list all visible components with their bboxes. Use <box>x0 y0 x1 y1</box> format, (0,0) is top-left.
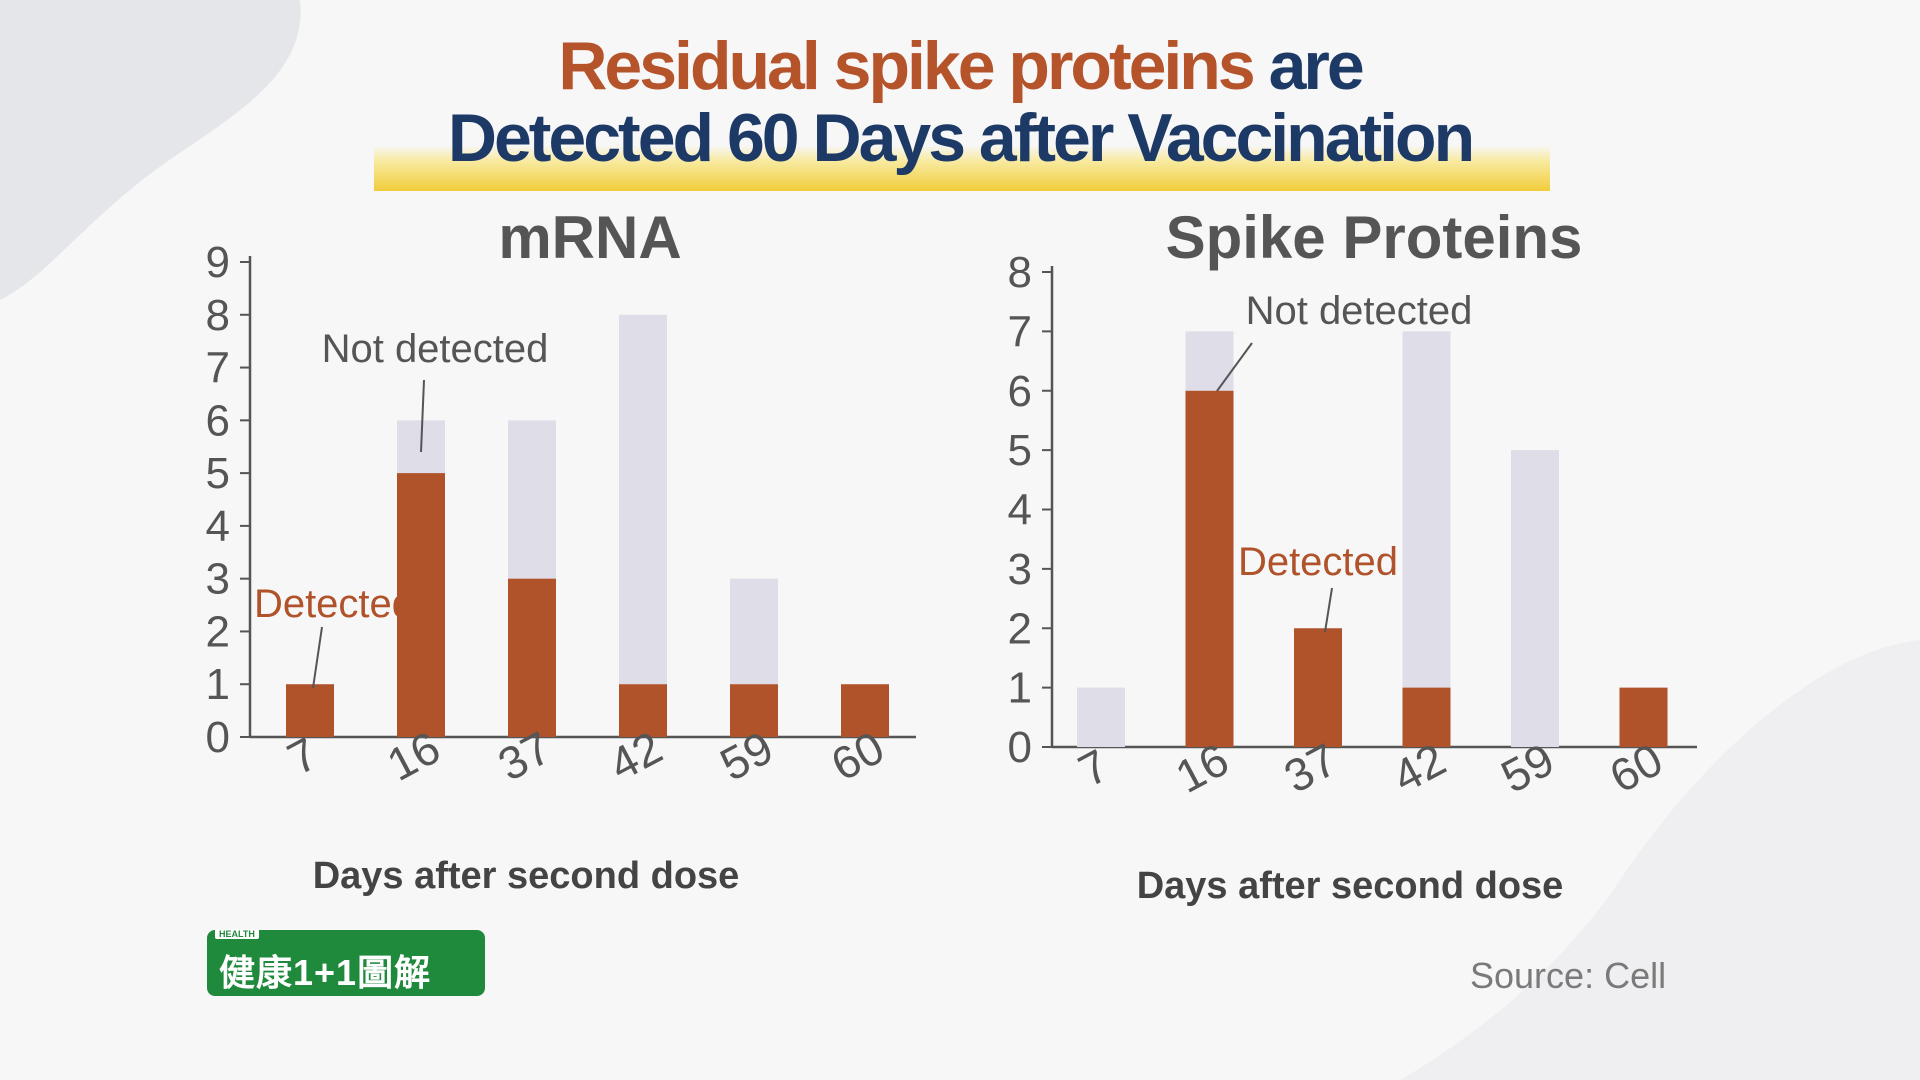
title-accent-text: Residual spike proteins <box>558 28 1255 104</box>
bar-not-detected <box>1511 450 1559 747</box>
y-tick-label: 3 <box>206 555 230 604</box>
annotation-label: Detected <box>1238 540 1398 584</box>
y-tick-label: 0 <box>206 713 230 762</box>
annotation-leader-line <box>1324 587 1333 633</box>
bar-not-detected <box>730 578 778 685</box>
bar-not-detected <box>619 314 667 685</box>
y-tick-label: 6 <box>206 396 230 445</box>
y-tick-label: 1 <box>1008 664 1032 713</box>
title: Residual spike proteins are Detected 60 … <box>0 30 1920 174</box>
bar-detected <box>841 684 889 737</box>
y-tick-label: 6 <box>1008 367 1032 416</box>
y-tick-label: 0 <box>1008 723 1032 772</box>
chart-title: mRNA <box>498 204 681 271</box>
bar-not-detected <box>1402 331 1451 688</box>
y-tick-label: 2 <box>206 607 230 656</box>
title-navy-text: are <box>1268 28 1365 104</box>
bar-detected <box>1185 390 1234 747</box>
logo-small-text: HEALTH <box>215 929 259 939</box>
bar-not-detected <box>1077 687 1125 747</box>
bar-detected <box>1619 687 1668 747</box>
bar-detected <box>397 473 445 737</box>
bar-detected <box>730 684 778 737</box>
bar-detected <box>619 684 667 737</box>
annotation-leader-line <box>1216 342 1253 392</box>
bar-not-detected <box>1185 331 1234 391</box>
title-line-2: Detected 60 Days after Vaccination <box>447 100 1475 176</box>
source-note: Source: Cell <box>1470 955 1667 996</box>
title-highlight <box>374 145 1550 191</box>
bar-detected <box>286 684 334 737</box>
y-tick-label: 2 <box>1008 604 1032 653</box>
y-tick-label: 9 <box>206 238 230 287</box>
annotation-label: Not detected <box>1246 289 1473 333</box>
annotation-leader-line <box>420 379 425 453</box>
y-tick-label: 4 <box>1008 486 1032 535</box>
y-tick-label: 5 <box>1008 426 1032 475</box>
x-axis-label: Days after second dose <box>313 855 740 897</box>
chart-title: Spike Proteins <box>1166 204 1583 271</box>
title-line-1: Residual spike proteins are <box>0 30 1920 102</box>
y-tick-label: 8 <box>1008 248 1032 297</box>
y-tick-label: 7 <box>1008 307 1032 356</box>
health-logo: HEALTH 健康1+1圖解 <box>207 929 485 996</box>
y-tick-label: 1 <box>206 660 230 709</box>
annotation-leader-line <box>312 626 323 689</box>
logo-text: 健康1+1圖解 <box>219 952 432 993</box>
y-tick-label: 4 <box>206 502 230 551</box>
y-tick-label: 8 <box>206 291 230 340</box>
x-axis-label: Days after second dose <box>1137 865 1564 907</box>
y-tick-label: 7 <box>206 344 230 393</box>
y-tick-label: 3 <box>1008 545 1032 594</box>
annotation-label: Detected <box>254 582 414 626</box>
bar-not-detected <box>508 420 556 579</box>
bar-detected <box>1402 687 1451 747</box>
bar-detected <box>508 578 556 737</box>
y-tick-label: 5 <box>206 449 230 498</box>
annotation-label: Not detected <box>322 327 549 371</box>
bar-detected <box>1294 628 1342 747</box>
